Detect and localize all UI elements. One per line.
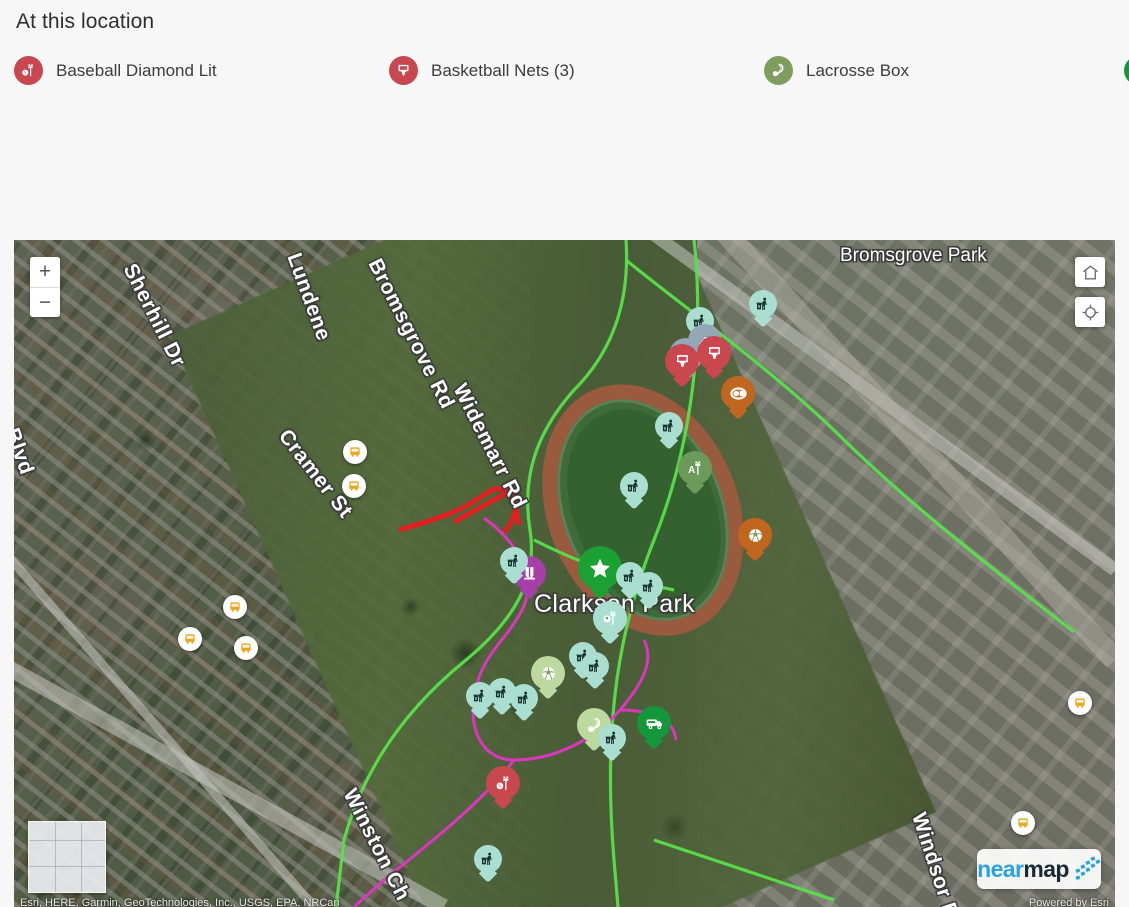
bus-icon [349,481,359,491]
mobile-food-vendor-icon [1124,56,1129,85]
fieldA-icon: A [678,451,712,485]
nearmap-logo[interactable]: nearmap [977,849,1101,889]
hoop-icon [697,336,731,370]
place-label: Bromsgrove Park [840,245,987,266]
bus-stop-marker[interactable] [223,595,247,619]
bus-icon [241,643,251,653]
bus-icon [1075,698,1085,708]
home-icon [1082,264,1098,280]
overview-map-inset[interactable] [28,821,106,893]
bin-icon [500,547,528,575]
amenity-legend-item[interactable]: Baseball Diamond Lit [14,56,389,85]
bus-icon [350,447,360,457]
bus-stop-marker[interactable] [1068,691,1092,715]
amenity-legend-item[interactable]: Mobile Food Vendor [1124,56,1129,85]
amenity-legend-label: Basketball Nets (3) [431,60,575,80]
soccer-5v5-marker[interactable] [738,518,772,552]
bin-icon [655,412,683,440]
basketball-marker[interactable] [697,336,731,370]
waste-bin-marker[interactable] [500,547,528,575]
bin-icon [474,845,502,873]
amenity-legend-label: Lacrosse Box [806,60,909,80]
bin-icon [598,724,626,752]
logo-text-map: map [1023,855,1069,882]
satellite-imagery [14,240,1115,907]
bus-icon [230,602,240,612]
amenity-legend-label: Baseball Diamond Lit [56,60,217,80]
locate-icon [1082,304,1098,320]
running-track-marker[interactable] [721,376,755,410]
baseball-diamond-marker[interactable] [486,766,520,800]
bus-icon [185,634,195,644]
bin-icon [510,684,538,712]
waste-bin-marker[interactable] [635,572,663,600]
zoom-out-button[interactable]: − [30,287,60,317]
bus-stop-marker[interactable] [234,636,258,660]
bus-icon [1018,818,1028,828]
amenity-legend-item[interactable]: Lacrosse Box [764,56,1124,85]
foodtruck-icon [637,706,671,740]
baseball-diamond-lit-icon [14,56,43,85]
bin-icon [620,472,648,500]
waste-bin-marker[interactable] [581,652,609,680]
star-icon [578,546,622,590]
zoom-in-button[interactable]: + [30,257,60,287]
basketball-nets-icon [389,56,418,85]
soccer-5v5-marker[interactable] [531,656,565,690]
bus-stop-marker[interactable] [1011,811,1035,835]
soccer-icon [531,656,565,690]
bus-stop-marker[interactable] [343,440,367,464]
soccerlit-icon [593,601,627,635]
mobile-food-vendor-marker[interactable] [637,706,671,740]
nearmap-swoosh-icon [1075,856,1101,880]
page-title: At this location [16,10,155,33]
amenity-legend-item[interactable]: Basketball Nets (3) [389,56,764,85]
park-star-marker[interactable] [578,546,622,590]
hoop-icon [665,344,699,378]
baseball-icon [486,766,520,800]
track-icon [721,376,755,410]
svg-text:A: A [688,464,695,475]
bus-stop-marker[interactable] [178,627,202,651]
logo-text-near: near [977,855,1024,882]
home-button[interactable] [1075,257,1105,287]
bin-icon [581,652,609,680]
lacrosse-box-icon [764,56,793,85]
zoom-controls[interactable]: + − [30,257,60,317]
waste-bin-marker[interactable] [655,412,683,440]
bin-icon [635,572,663,600]
sports-field-marker[interactable]: A [678,451,712,485]
waste-bin-marker[interactable] [474,845,502,873]
amenity-legend-list: Baseball Diamond Lit Basketball Nets (3) L… [14,48,1129,93]
waste-bin-marker[interactable] [620,472,648,500]
basketball-marker[interactable] [665,344,699,378]
waste-bin-marker[interactable] [510,684,538,712]
soccer-icon [738,518,772,552]
soccer-field-lit-marker[interactable] [593,601,627,635]
at-this-location-panel: At this location Baseball Diamond Lit Bas… [0,0,1129,240]
map-right-controls[interactable] [1075,257,1105,327]
map-viewport[interactable]: Sherhill Dr Lundene Bromsgrove Rd Widemarr … [14,240,1115,907]
bus-stop-marker[interactable] [342,474,366,498]
waste-bin-marker[interactable] [749,290,777,318]
waste-bin-marker[interactable] [598,724,626,752]
bin-icon [749,290,777,318]
map-attribution-right: Powered by Esri [1028,897,1109,907]
map-attribution-left: Esri, HERE, Garmin, GeoTechnologies, Inc… [20,897,340,907]
locate-button[interactable] [1075,297,1105,327]
